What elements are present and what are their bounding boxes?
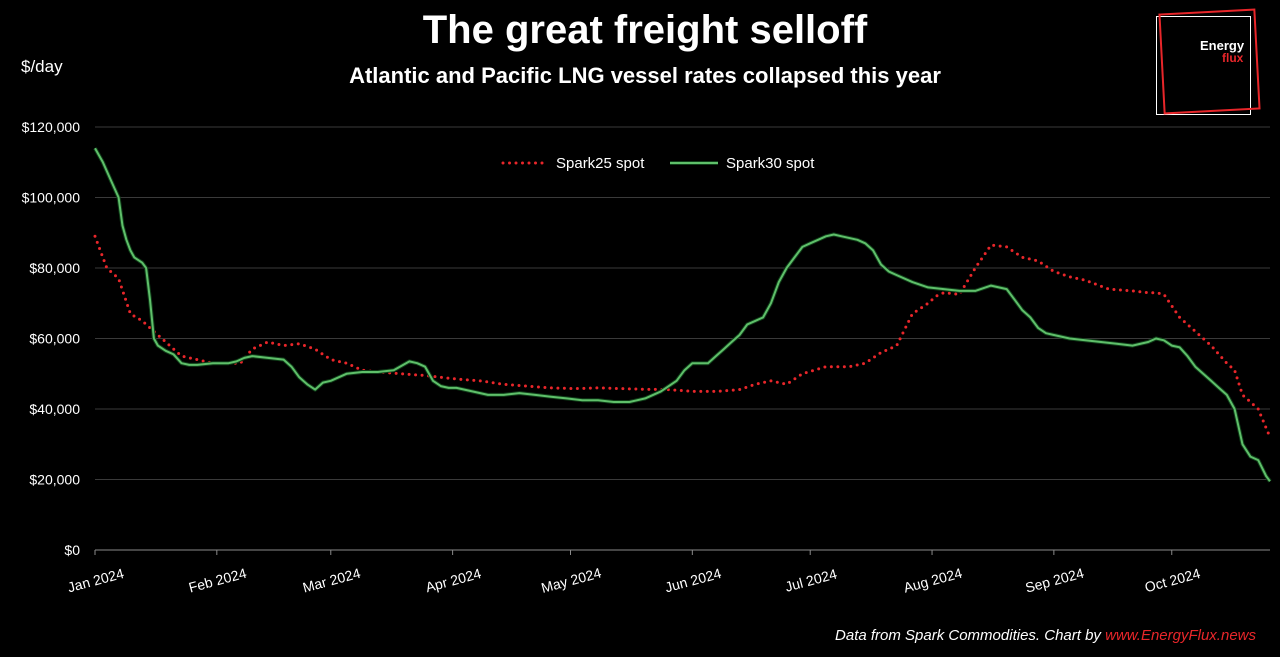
y-tick-label: $40,000 [29, 401, 80, 417]
legend-label: Spark30 spot [726, 155, 815, 172]
legend-label: Spark25 spot [556, 155, 645, 172]
logo-text-flux: flux [1222, 51, 1244, 65]
y-tick-label: $0 [64, 542, 80, 558]
source-credit: Data from Spark Commodities. Chart by ww… [835, 627, 1256, 644]
y-tick-label: $100,000 [22, 190, 81, 206]
x-tick-label: Jun 2024 [663, 565, 723, 595]
x-tick-label: Apr 2024 [424, 565, 483, 595]
x-tick-label: Aug 2024 [902, 565, 964, 596]
gridlines [95, 126, 1270, 551]
x-tick-label: Feb 2024 [187, 565, 248, 596]
y-axis-label: $/day [21, 57, 63, 76]
y-tick-label: $120,000 [22, 119, 81, 135]
series-group [93, 147, 1272, 483]
energyflux-link[interactable]: www.EnergyFlux.news [1105, 627, 1256, 644]
series-line-spark25-spot [93, 234, 1272, 439]
chart-legend: Spark25 spot Spark30 spot [501, 155, 815, 172]
x-tick-label: Sep 2024 [1024, 565, 1086, 596]
x-tick-label: May 2024 [539, 564, 603, 595]
x-tick-label: Oct 2024 [1143, 565, 1202, 595]
y-axis-ticks: $0 $20,000 $40,000 $60,000 $80,000 $100,000 $1… [22, 119, 81, 558]
x-tick-label: Jul 2024 [783, 566, 838, 595]
x-tick-label: Mar 2024 [301, 565, 362, 596]
chart-title: The great freight selloff [422, 8, 868, 52]
y-tick-label: $20,000 [29, 472, 80, 488]
x-tick-label: Jan 2024 [66, 565, 126, 595]
source-text: Data from Spark Commodities. Chart by [835, 627, 1101, 644]
y-tick-label: $80,000 [29, 260, 80, 276]
series-line-spark30-spot [94, 147, 1271, 482]
y-tick-label: $60,000 [29, 331, 80, 347]
x-axis-ticks: Jan 2024 Feb 2024 Mar 2024 Apr 2024 May 2024… [66, 550, 1202, 596]
chart-subtitle: Atlantic and Pacific LNG vessel rates co… [349, 63, 941, 88]
energyflux-logo: Energy flux [1150, 8, 1262, 118]
logo-frame-white [1156, 16, 1251, 115]
logo-text-energy: Energy [1200, 38, 1245, 53]
series-line-outline-spark30-spot [93, 147, 1272, 483]
